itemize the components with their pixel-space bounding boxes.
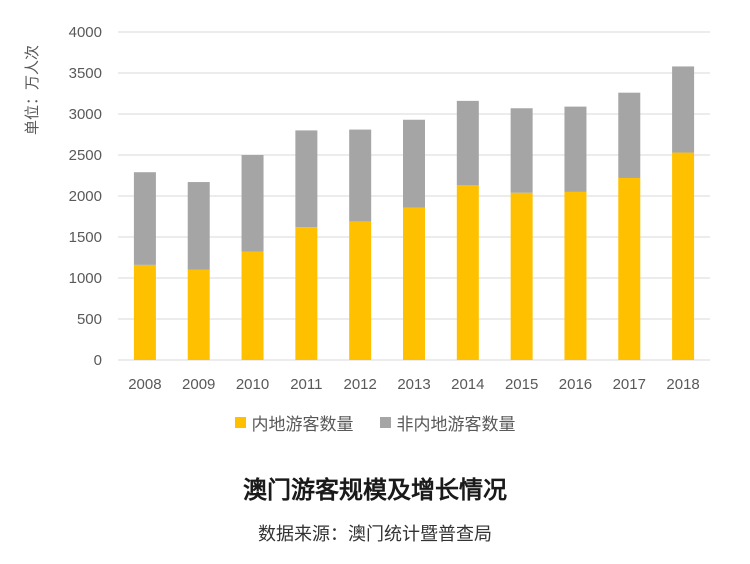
chart-source: 数据来源：澳门统计暨普查局 <box>258 524 492 545</box>
x-tick-label: 2011 <box>290 376 322 393</box>
y-tick-label: 2000 <box>69 188 102 205</box>
bar-2009-series-0 <box>187 269 210 360</box>
bar-2011-series-1 <box>295 130 318 228</box>
x-tick-label: 2015 <box>505 376 538 393</box>
bar-2012-series-0 <box>349 221 372 360</box>
bar-2017-series-1 <box>618 92 641 178</box>
bar-2008-series-1 <box>133 172 156 265</box>
x-tick-label: 2017 <box>613 376 646 393</box>
bar-2015-series-1 <box>510 108 533 193</box>
x-tick-label: 2010 <box>236 376 269 393</box>
bar-2008-series-0 <box>133 264 156 360</box>
bar-2018-series-0 <box>672 152 695 360</box>
x-tick-labels: 2008 2009 2010 2011 2012 2013 2014 2015 2016 2017… <box>128 376 700 393</box>
y-tick-label: 3500 <box>69 65 102 82</box>
x-tick-label: 2008 <box>128 376 161 393</box>
x-tick-label: 2012 <box>343 376 376 393</box>
y-axis-label: 单位：万人次 <box>23 45 41 135</box>
bar-2014-series-0 <box>456 185 479 360</box>
legend-item-non-mainland: 非内地游客数量 <box>379 410 516 435</box>
y-tick-label: 2500 <box>69 147 102 164</box>
bar-2011-series-0 <box>295 227 318 360</box>
bar-2012-series-1 <box>349 129 372 222</box>
bar-2013-series-0 <box>403 207 425 360</box>
legend-item-mainland: 内地游客数量 <box>234 410 354 435</box>
y-tick-labels: 0 500 1000 1500 2000 2500 3000 3500 4000 <box>69 24 102 369</box>
chart-title: 澳门游客规模及增长情况 <box>243 475 507 504</box>
bar-2010-series-0 <box>241 251 264 360</box>
x-tick-label: 2014 <box>451 376 484 393</box>
y-tick-label: 0 <box>94 352 102 369</box>
y-tick-label: 4000 <box>69 24 102 41</box>
legend-swatch-mainland <box>234 417 246 428</box>
bar-2015-series-0 <box>510 192 533 360</box>
y-tick-label: 500 <box>77 311 102 328</box>
x-tick-label: 2018 <box>666 376 699 393</box>
bar-2017-series-0 <box>618 177 641 360</box>
y-tick-label: 3000 <box>69 106 102 123</box>
legend-swatch-non-mainland <box>379 417 391 428</box>
legend-label-non-mainland: 非内地游客数量 <box>396 415 516 435</box>
x-tick-label: 2013 <box>397 376 430 393</box>
bar-2010-series-1 <box>241 155 264 252</box>
legend-label-mainland: 内地游客数量 <box>251 415 354 435</box>
y-tick-label: 1500 <box>69 229 102 246</box>
bars <box>133 66 695 360</box>
bar-2014-series-1 <box>456 100 479 186</box>
bar-2018-series-1 <box>672 66 695 153</box>
x-tick-label: 2009 <box>182 376 215 393</box>
bar-2009-series-1 <box>187 182 210 270</box>
legend: 内地游客数量 非内地游客数量 <box>0 410 750 435</box>
x-tick-label: 2016 <box>559 376 592 393</box>
bar-2016-series-1 <box>564 106 587 192</box>
bar-2013-series-1 <box>403 119 425 208</box>
bar-2016-series-0 <box>564 191 587 360</box>
y-tick-label: 1000 <box>69 270 102 287</box>
